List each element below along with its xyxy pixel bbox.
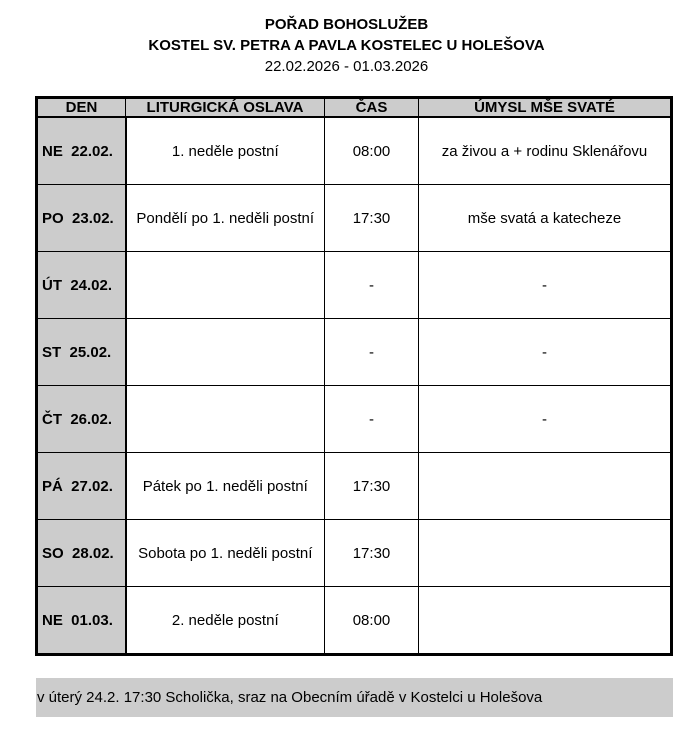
time-cell: - bbox=[324, 385, 419, 453]
intention-cell: za živou a + rodinu Sklenářovu bbox=[418, 116, 672, 185]
time-cell: - bbox=[324, 318, 419, 386]
day-cell: ÚT 24.02. bbox=[36, 251, 127, 319]
day-cell: SO 28.02. bbox=[36, 519, 127, 587]
schedule-table: DEN LITURGICKÁ OSLAVA ČAS ÚMYSL MŠE SVAT… bbox=[35, 96, 673, 656]
table-row: SO 28.02. Sobota po 1. neděli postní 17:30 bbox=[36, 519, 672, 587]
table-row: ÚT 24.02. - - bbox=[36, 251, 672, 319]
intention-cell: - bbox=[418, 251, 672, 319]
intention-cell bbox=[418, 586, 672, 655]
day-cell: ST 25.02. bbox=[36, 318, 127, 386]
celebration-cell: Pátek po 1. neděli postní bbox=[125, 452, 325, 520]
column-header-time: ČAS bbox=[324, 97, 419, 118]
date-range: 22.02.2026 - 01.03.2026 bbox=[264, 58, 429, 75]
intention-cell: - bbox=[418, 385, 672, 453]
announcement-note: v úterý 24.2. 17:30 Scholička, sraz na O… bbox=[36, 678, 673, 717]
intention-cell bbox=[418, 519, 672, 587]
column-header-day: DEN bbox=[36, 97, 126, 118]
day-cell: PO 23.02. bbox=[36, 184, 127, 252]
celebration-cell bbox=[125, 318, 325, 386]
time-cell: - bbox=[324, 251, 419, 319]
column-header-celebration: LITURGICKÁ OSLAVA bbox=[125, 97, 325, 118]
intention-cell bbox=[418, 452, 672, 520]
day-cell: NE 22.02. bbox=[36, 116, 127, 185]
table-row: NE 01.03. 2. neděle postní 08:00 bbox=[36, 586, 672, 655]
table-row: PÁ 27.02. Pátek po 1. neděli postní 17:30 bbox=[36, 452, 672, 520]
celebration-cell bbox=[125, 251, 325, 319]
table-row: PO 23.02. Pondělí po 1. neděli postní 17:3… bbox=[36, 184, 672, 252]
document-title: POŘAD BOHOSLUŽEB bbox=[264, 16, 429, 33]
time-cell: 17:30 bbox=[324, 452, 419, 520]
celebration-cell bbox=[125, 385, 325, 453]
table-row: ST 25.02. - - bbox=[36, 318, 672, 386]
celebration-cell: Pondělí po 1. neděli postní bbox=[125, 184, 325, 252]
day-cell: NE 01.03. bbox=[36, 586, 127, 655]
day-cell: PÁ 27.02. bbox=[36, 452, 127, 520]
column-header-intention: ÚMYSL MŠE SVATÉ bbox=[418, 97, 672, 118]
time-cell: 08:00 bbox=[324, 586, 419, 655]
intention-cell: mše svatá a katecheze bbox=[418, 184, 672, 252]
time-cell: 17:30 bbox=[324, 184, 419, 252]
table-row: ČT 26.02. - - bbox=[36, 385, 672, 453]
celebration-cell: 1. neděle postní bbox=[125, 116, 325, 185]
day-cell: ČT 26.02. bbox=[36, 385, 127, 453]
time-cell: 08:00 bbox=[324, 116, 419, 185]
table-row: NE 22.02. 1. neděle postní 08:00 za živou a… bbox=[36, 116, 672, 185]
time-cell: 17:30 bbox=[324, 519, 419, 587]
celebration-cell: 2. neděle postní bbox=[125, 586, 325, 655]
celebration-cell: Sobota po 1. neděli postní bbox=[125, 519, 325, 587]
intention-cell: - bbox=[418, 318, 672, 386]
table-header-row: DEN LITURGICKÁ OSLAVA ČAS ÚMYSL MŠE SVAT… bbox=[36, 97, 672, 118]
church-name: KOSTEL SV. PETRA A PAVLA KOSTELEC U HOLE… bbox=[148, 37, 545, 54]
